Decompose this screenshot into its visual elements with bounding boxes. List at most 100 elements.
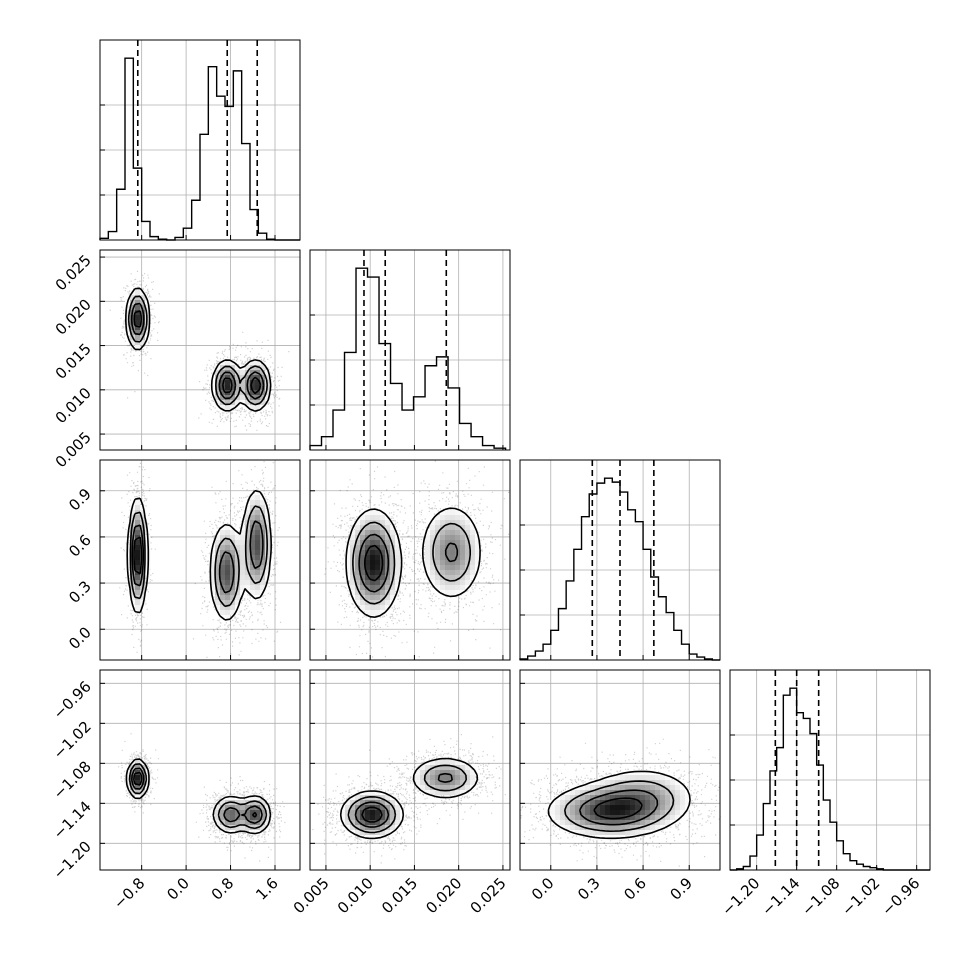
density-cell [235,565,241,571]
density-cell [635,780,641,786]
density-cell [655,825,661,831]
density-cell [370,530,376,536]
density-cell [655,775,661,781]
density-cell [370,810,376,816]
density-cell [355,545,361,551]
y-tick-label: 0.005 [52,428,95,471]
density-cell [345,800,351,806]
x-tick-label: −1.20 [718,874,763,919]
x-tick-label: −1.02 [838,874,883,919]
density-cell [475,540,481,546]
density-cell [580,800,586,806]
density-cell [135,525,141,531]
density-cell [435,585,441,591]
density-cell [460,560,466,566]
density-cell [265,515,271,521]
density-cell [470,575,476,581]
density-cell [245,810,251,816]
contour-line [364,544,384,582]
density-cell [460,585,466,591]
density-cell [470,540,476,546]
density-cell [220,535,226,541]
density-cell [555,805,561,811]
density-cell [370,540,376,546]
density-cell [425,785,431,791]
density-cell [645,770,651,776]
density-cell [445,580,451,586]
density-cell [260,515,266,521]
density-cell [605,830,611,836]
density-cell [590,830,596,836]
density-cell [645,820,651,826]
density-cell [635,830,641,836]
density-cell [135,605,141,611]
density-cell [260,585,266,591]
density-cell [245,580,251,586]
density-cell [225,595,231,601]
density-cell [390,550,396,556]
density-cell [590,815,596,821]
contour-line [128,763,268,830]
density-cell [560,805,566,811]
density-cell [130,575,136,581]
density-cell [355,810,361,816]
y-tick-label: −1.14 [50,797,95,842]
density-cell [605,795,611,801]
density-cell [355,540,361,546]
density-cell [435,785,441,791]
density-cell [425,765,431,771]
density-cell [390,525,396,531]
density-cell [225,545,231,551]
density-cell [350,540,356,546]
density-cell [250,565,256,571]
density-cell [375,815,381,821]
density-cell [225,810,231,816]
density-cell [450,520,456,526]
density-cell [235,805,241,811]
density-cell [455,770,461,776]
density-cell [225,560,231,566]
density-cell [370,560,376,566]
density-cell [645,775,651,781]
density-cell [375,550,381,556]
density-cell [360,540,366,546]
density-cell [630,775,636,781]
density-cell [380,820,386,826]
density-cell [260,555,266,561]
density-cell [610,800,616,806]
density-cell [470,530,476,536]
density-cell [230,815,236,821]
density-cell [250,520,256,526]
density-cell [625,785,631,791]
density-cell [460,570,466,576]
density-cell [370,510,376,516]
density-cell [225,385,231,391]
density-cell [635,815,641,821]
density-cell [130,580,136,586]
density-cell [440,775,446,781]
density-cell [375,585,381,591]
density-cell [595,830,601,836]
density-cell [415,770,421,776]
density-cell [255,530,261,536]
density-cell [465,530,471,536]
density-cell [430,790,436,796]
density-cell [135,305,141,311]
density-cell [445,520,451,526]
density-cell [365,515,371,521]
density-cell [370,535,376,541]
density-cell [445,575,451,581]
density-cell [655,810,661,816]
density-cell [640,785,646,791]
density-cell [245,805,251,811]
density-cell [225,605,231,611]
density-cell [380,530,386,536]
density-cell [665,820,671,826]
density-cell [425,530,431,536]
density-cell [385,540,391,546]
density-cell [355,795,361,801]
density-cell [650,815,656,821]
density-cell [655,785,661,791]
density-cell [470,535,476,541]
density-cell [215,545,221,551]
